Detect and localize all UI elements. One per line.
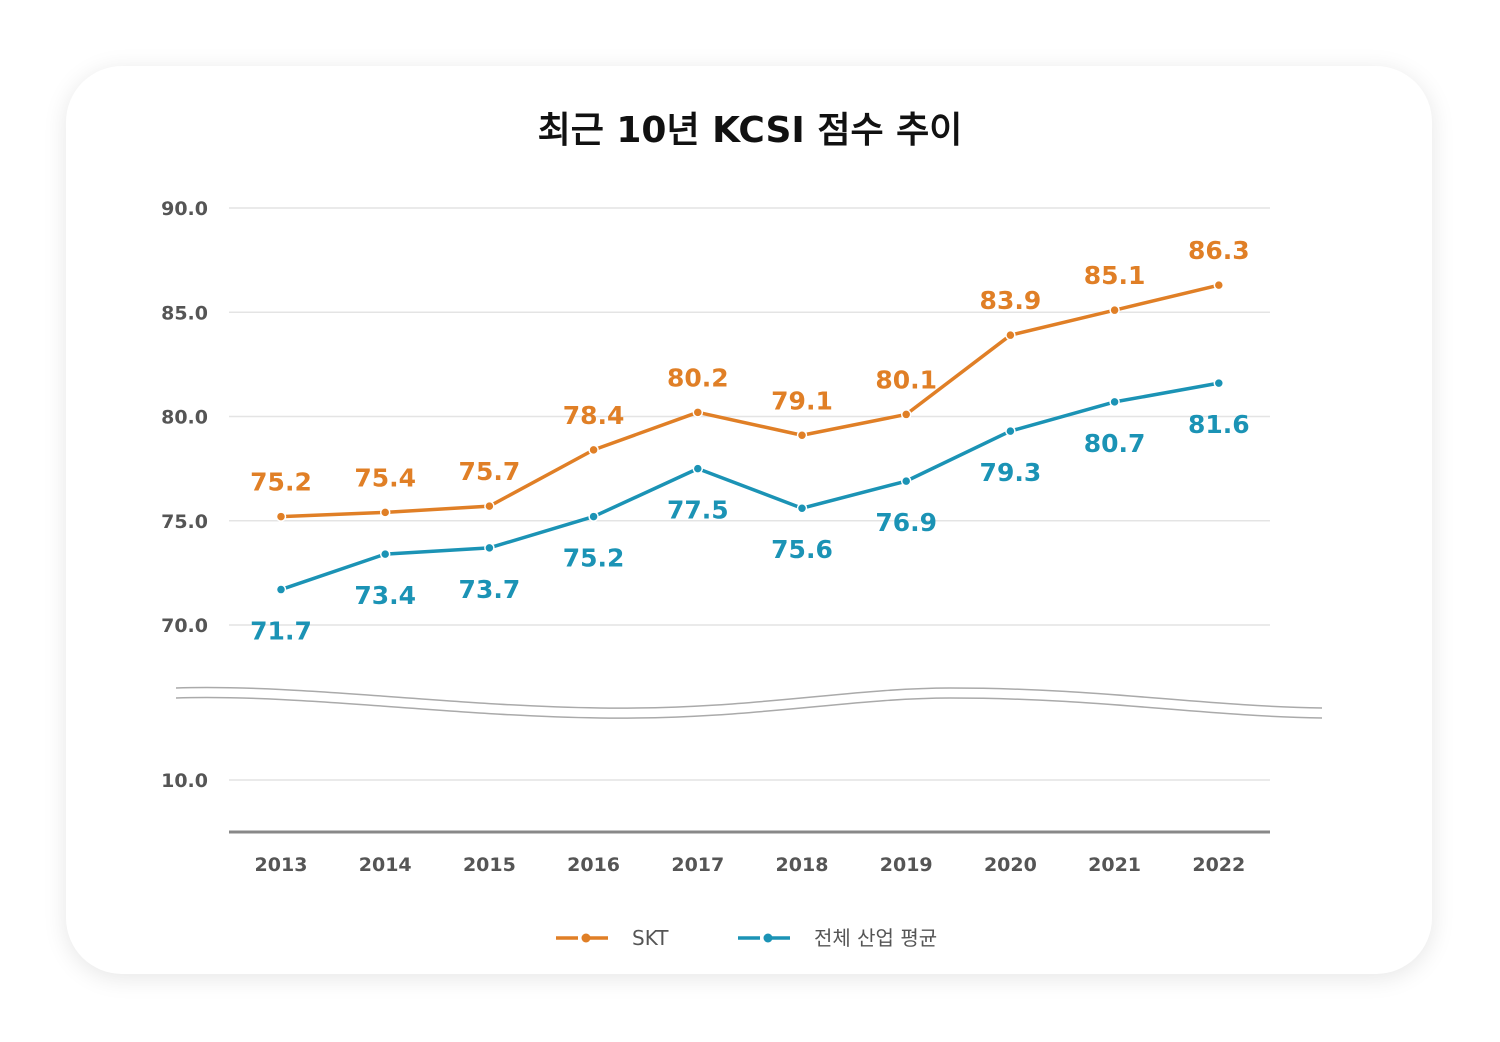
data-point: [275, 511, 287, 522]
data-label: 73.7: [459, 575, 521, 604]
x-tick-label: 2022: [1192, 854, 1245, 876]
data-point: [900, 409, 912, 420]
data-point: [588, 444, 599, 456]
data-label: 83.9: [980, 286, 1042, 315]
data-label: 79.3: [980, 458, 1042, 487]
series-1: 71.7 73.4 73.7 75.2 77.5 75.6 76.9 79.3 80.7 81.6: [250, 377, 1250, 646]
x-tick-label: 2014: [359, 854, 412, 876]
y-tick-label: 80.0: [161, 407, 208, 429]
data-label: 80.2: [667, 363, 729, 392]
x-tick-label: 2018: [776, 854, 829, 876]
data-label: 85.1: [1084, 261, 1146, 290]
data-label: 73.4: [354, 581, 416, 610]
data-label: 75.2: [563, 544, 625, 573]
x-tick-label: 2019: [880, 854, 933, 876]
data-point: [275, 584, 287, 595]
data-point: [1109, 304, 1120, 316]
data-point: [379, 507, 391, 518]
legend-label: 전체 산업 평균: [814, 926, 937, 950]
data-point: [1005, 425, 1016, 437]
data-point: [1109, 396, 1120, 408]
data-point: [900, 475, 912, 487]
data-label: 75.2: [250, 468, 312, 497]
data-label: 80.7: [1084, 429, 1146, 458]
chart-title: 최근 10년 KCSI 점수 추이: [538, 110, 963, 151]
y-tick-label: 85.0: [161, 302, 208, 324]
legend-marker: [763, 933, 773, 943]
data-label: 80.1: [875, 365, 937, 394]
data-point: [1005, 329, 1016, 341]
axis-break: [175, 686, 1323, 719]
data-point: [796, 430, 808, 441]
legend-item: SKT: [556, 926, 669, 950]
data-label: 79.1: [771, 386, 833, 415]
y-tick-label: 70.0: [161, 615, 208, 637]
data-point: [1213, 279, 1225, 291]
x-tick-label: 2016: [567, 854, 620, 876]
y-tick-label: 75.0: [161, 511, 208, 533]
data-point: [484, 542, 495, 554]
series-0: 75.2 75.4 75.7 78.4 80.2 79.1 80.1 83.9 85.1 86.3: [250, 236, 1250, 522]
legend-label: SKT: [632, 926, 669, 950]
y-tick-label: 10.0: [161, 770, 208, 792]
x-tick-label: 2013: [255, 854, 308, 876]
x-tick-label: 2017: [671, 854, 724, 876]
data-label: 76.9: [875, 508, 937, 537]
data-point: [588, 511, 599, 522]
data-point: [379, 548, 391, 560]
data-point: [692, 463, 704, 474]
legend-item: 전체 산업 평균: [738, 926, 937, 950]
data-point: [796, 502, 808, 514]
x-tick-label: 2021: [1088, 854, 1141, 876]
data-label: 75.4: [354, 463, 416, 492]
data-point: [1213, 377, 1225, 389]
series-line: [280, 283, 1220, 519]
data-label: 81.6: [1188, 410, 1250, 439]
data-label: 77.5: [667, 496, 729, 525]
data-point: [484, 500, 495, 512]
series-line: [280, 381, 1220, 592]
data-label: 75.7: [459, 457, 521, 486]
data-label: 71.7: [250, 617, 312, 646]
legend-marker: [581, 933, 591, 943]
data-label: 78.4: [563, 401, 625, 430]
x-tick-label: 2020: [984, 854, 1037, 876]
data-label: 86.3: [1188, 236, 1250, 265]
data-label: 75.6: [771, 535, 833, 564]
data-point: [692, 407, 704, 418]
x-tick-label: 2015: [463, 854, 516, 876]
y-tick-label: 90.0: [161, 198, 208, 220]
